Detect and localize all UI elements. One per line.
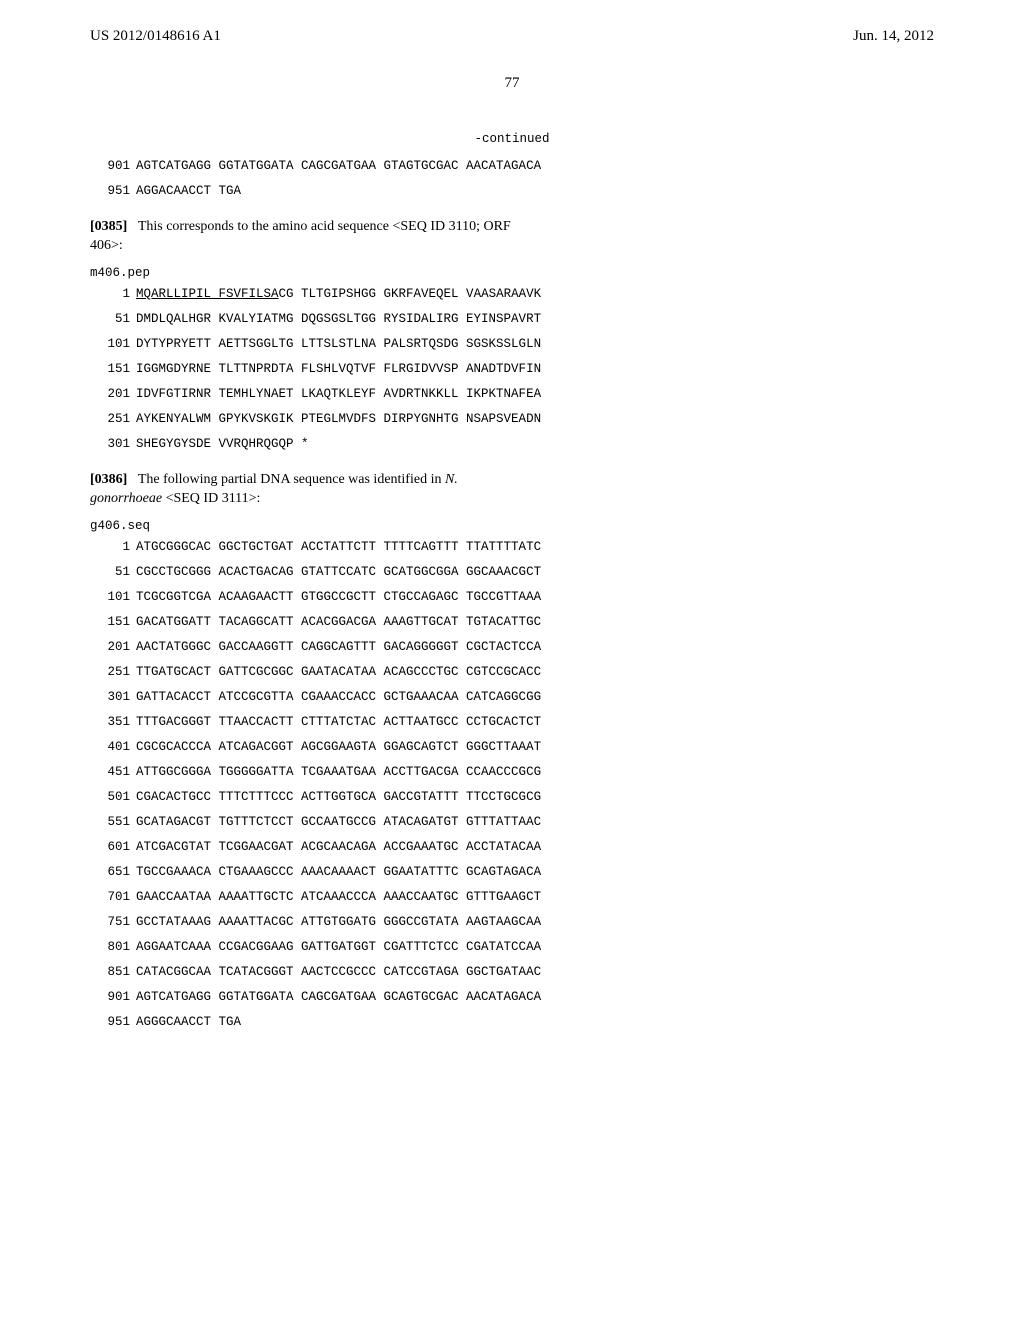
sequence-header-g406: g406.seq bbox=[90, 519, 934, 533]
paragraph-0385: [0385] This corresponds to the amino aci… bbox=[90, 218, 529, 256]
para-number: [0385] bbox=[90, 219, 127, 234]
para-text-before: The following partial DNA sequence was i… bbox=[138, 472, 445, 487]
page-number: 77 bbox=[0, 75, 1024, 92]
publication-number: US 2012/0148616 A1 bbox=[90, 28, 221, 45]
sequence-block-3: 1ATGCGGGCAC GGCTGCTGAT ACCTATTCTT TTTTCA… bbox=[90, 535, 934, 1035]
para-number: [0386] bbox=[90, 472, 127, 487]
para-text-after: <SEQ ID 3111>: bbox=[162, 491, 260, 506]
sequence-block-2: 1MQARLLIPIL FSVFILSACG TLTGIPSHGG GKRFAV… bbox=[90, 282, 934, 457]
para-text: This corresponds to the amino acid seque… bbox=[90, 219, 511, 253]
sequence-header-m406: m406.pep bbox=[90, 266, 934, 280]
sequence-block-1: 901AGTCATGAGG GGTATGGATA CAGCGATGAA GTAG… bbox=[90, 154, 934, 204]
paragraph-0386: [0386] The following partial DNA sequenc… bbox=[90, 471, 529, 509]
continued-label: -continued bbox=[90, 132, 934, 146]
publication-date: Jun. 14, 2012 bbox=[853, 28, 934, 45]
